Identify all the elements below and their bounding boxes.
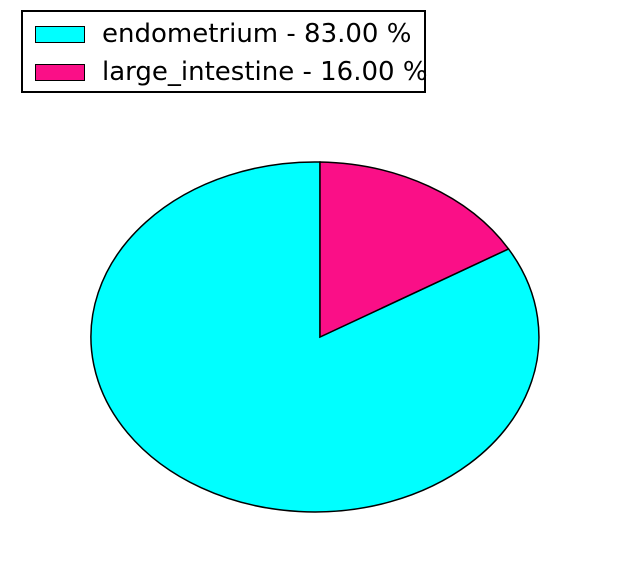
pie-slice-endometrium[interactable] <box>90 161 540 513</box>
pie-slices <box>90 161 540 513</box>
legend-entry-endometrium[interactable]: endometrium - 83.00 % <box>23 15 424 53</box>
legend-swatch-endometrium <box>35 25 85 43</box>
legend: endometrium - 83.00 % large_intestine - … <box>21 10 428 93</box>
pie-slice-large-intestine[interactable] <box>319 161 510 339</box>
legend-swatch-large-intestine <box>35 63 85 81</box>
legend-label-large-intestine: large_intestine - 16.00 % <box>102 57 428 87</box>
legend-label-endometrium: endometrium - 83.00 % <box>102 19 412 49</box>
legend-entry-large-intestine[interactable]: large_intestine - 16.00 % <box>23 53 428 91</box>
